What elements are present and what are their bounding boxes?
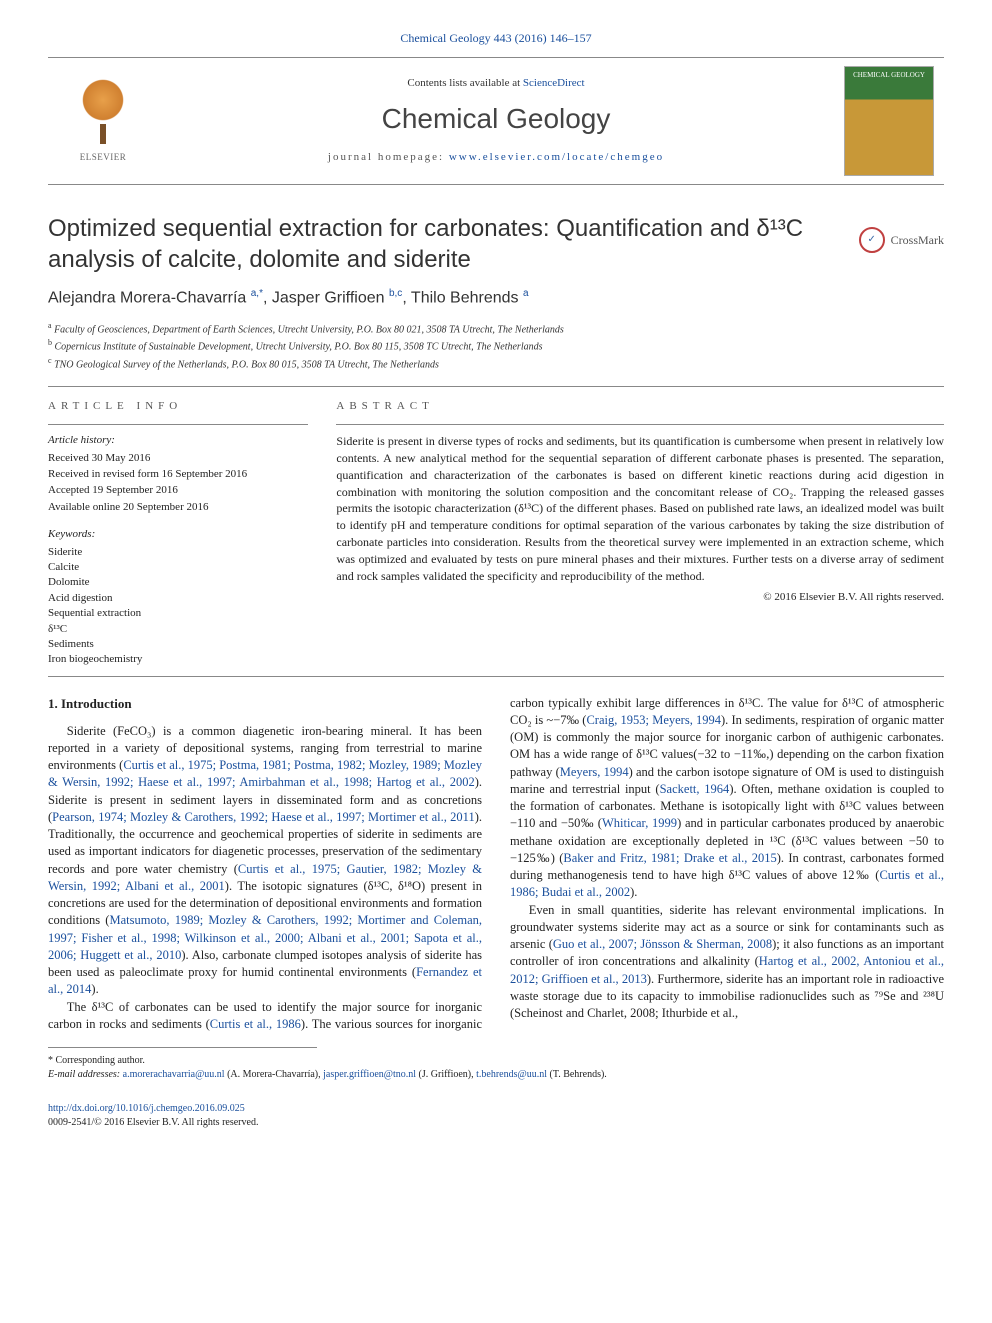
history-label: Article history: — [48, 433, 308, 448]
publisher-logo: ELSEVIER — [58, 71, 148, 171]
citation-link[interactable]: Chemical Geology 443 (2016) 146–157 — [400, 31, 591, 45]
crossmark-icon: ✓ — [859, 227, 885, 253]
divider-bottom — [48, 676, 944, 677]
affiliations: a Faculty of Geosciences, Department of … — [48, 320, 944, 372]
footnotes: * Corresponding author. E-mail addresses… — [48, 1054, 944, 1082]
homepage-link[interactable]: www.elsevier.com/locate/chemgeo — [449, 151, 664, 163]
authors-line: Alejandra Morera-Chavarría a,*, Jasper G… — [48, 287, 944, 310]
contents-line: Contents lists available at ScienceDirec… — [148, 76, 844, 91]
email-line: E-mail addresses: a.morerachavarria@uu.n… — [48, 1068, 944, 1082]
intro-heading: 1. Introduction — [48, 695, 482, 713]
body-p1: Siderite (FeCO₃) is a common diagenetic … — [48, 723, 482, 999]
divider-top — [48, 386, 944, 387]
header-citation: Chemical Geology 443 (2016) 146–157 — [48, 30, 944, 47]
body-p3: Even in small quantities, siderite has r… — [510, 902, 944, 1023]
article-title: Optimized sequential extraction for carb… — [48, 213, 944, 275]
history-list: Received 30 May 2016Received in revised … — [48, 451, 308, 516]
keywords-label: Keywords: — [48, 527, 308, 542]
footnote-separator — [48, 1047, 317, 1048]
issn-copyright: 0009-2541/© 2016 Elsevier B.V. All right… — [48, 1117, 258, 1128]
crossmark-label: CrossMark — [891, 232, 944, 249]
doi-link[interactable]: http://dx.doi.org/10.1016/j.chemgeo.2016… — [48, 1103, 245, 1114]
article-info-heading: ARTICLE INFO — [48, 399, 308, 414]
elsevier-tree-icon — [73, 79, 133, 139]
corresponding-note: * Corresponding author. — [48, 1054, 944, 1068]
keywords-list: SideriteCalciteDolomiteAcid digestionSeq… — [48, 545, 308, 668]
page-footer: http://dx.doi.org/10.1016/j.chemgeo.2016… — [48, 1102, 944, 1130]
journal-cover-thumb: CHEMICAL GEOLOGY — [844, 66, 934, 176]
crossmark-badge[interactable]: ✓ CrossMark — [859, 227, 944, 253]
abstract-copyright: © 2016 Elsevier B.V. All rights reserved… — [336, 590, 944, 605]
body-text: 1. Introduction Siderite (FeCO₃) is a co… — [48, 695, 944, 1033]
journal-header: ELSEVIER Contents lists available at Sci… — [48, 57, 944, 185]
abstract-text: Siderite is present in diverse types of … — [336, 433, 944, 584]
homepage-line: journal homepage: www.elsevier.com/locat… — [148, 150, 844, 165]
journal-name: Chemical Geology — [148, 99, 844, 138]
publisher-name: ELSEVIER — [80, 151, 127, 164]
sciencedirect-link[interactable]: ScienceDirect — [523, 77, 585, 89]
abstract-heading: ABSTRACT — [336, 399, 944, 414]
